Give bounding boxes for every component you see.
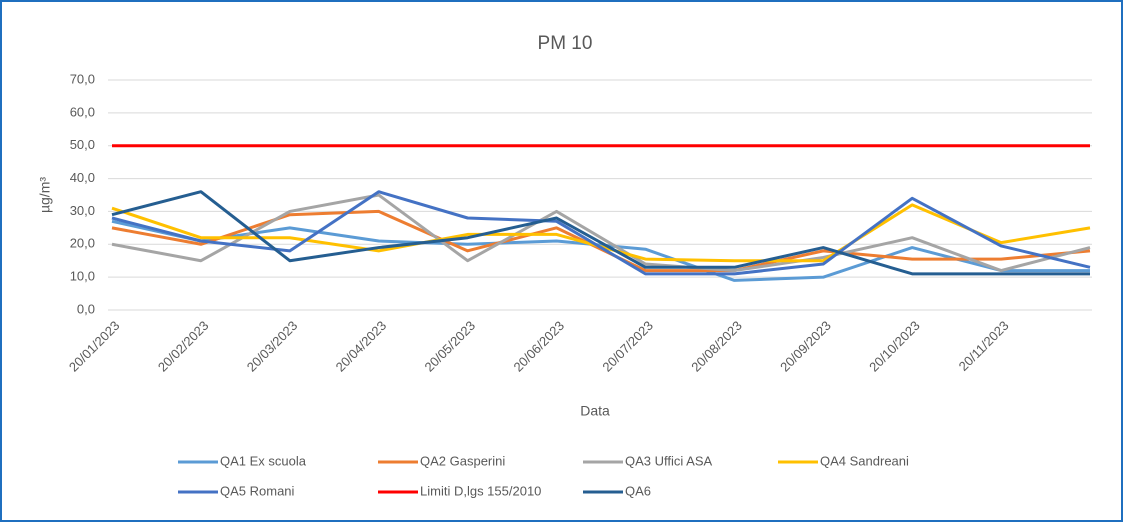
y-tick-label: 40,0: [70, 170, 95, 185]
legend-label: QA1 Ex scuola: [220, 453, 307, 468]
legend-label: QA5 Romani: [220, 483, 295, 498]
series-line: [111, 190, 1090, 276]
y-tick-label: 20,0: [70, 236, 95, 251]
y-tick-label: 70,0: [70, 71, 95, 86]
y-tick-label: 60,0: [70, 104, 95, 119]
legend-label: QA6: [625, 483, 651, 498]
y-axis-label: µg/m³: [37, 177, 53, 213]
series-line: [111, 193, 1091, 273]
legend-label: QA2 Gasperini: [420, 453, 505, 468]
y-tick-label: 30,0: [70, 203, 95, 218]
chart-title: PM 10: [538, 33, 593, 54]
legend-label: QA3 Uffici ASA: [625, 453, 713, 468]
x-axis-label: Data: [580, 403, 610, 419]
legend-label: QA4 Sandreani: [820, 453, 909, 468]
y-tick-label: 50,0: [70, 137, 95, 152]
legend-label: Limiti D,lgs 155/2010: [420, 483, 541, 498]
y-tick-label: 0,0: [77, 301, 95, 316]
y-tick-label: 10,0: [70, 269, 95, 284]
series-line: [111, 219, 1090, 282]
